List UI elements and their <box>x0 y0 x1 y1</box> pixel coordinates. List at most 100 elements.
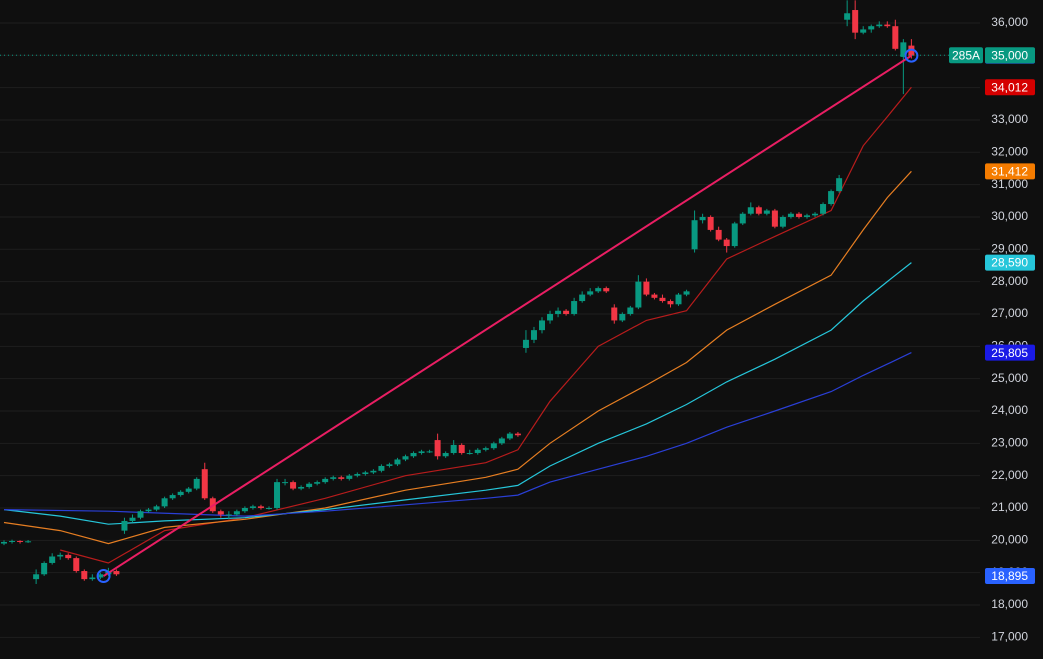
candle-body <box>779 216 786 227</box>
candle-body <box>707 216 714 230</box>
candle-body <box>314 482 321 484</box>
price-label: 18,895 <box>991 569 1028 583</box>
candle-body <box>386 464 393 466</box>
price-label-box <box>985 344 1035 361</box>
candle-body <box>715 229 722 240</box>
candle-body <box>836 178 843 192</box>
candle-body <box>450 444 457 454</box>
y-tick-label: 20,000 <box>991 533 1028 547</box>
candle-body <box>474 449 481 454</box>
y-tick-label: 31,000 <box>991 177 1028 191</box>
candle-body <box>771 210 778 227</box>
y-tick-label: 21,000 <box>991 500 1028 514</box>
candle-body <box>667 301 674 305</box>
candle-body <box>442 453 449 457</box>
moving-average <box>3 170 912 545</box>
candle-body <box>522 339 529 348</box>
tag-box <box>949 47 983 64</box>
candle-body <box>763 210 770 214</box>
candle-body <box>571 301 578 314</box>
candle-body <box>691 220 698 250</box>
y-tick-label: 30,000 <box>991 209 1028 223</box>
candle-body <box>89 577 96 580</box>
price-label-box <box>985 79 1035 96</box>
price-label: 35,000 <box>991 48 1028 62</box>
candle-body <box>876 24 883 27</box>
candle-body <box>290 482 297 489</box>
moving-average <box>3 352 912 517</box>
candle-body <box>498 438 505 444</box>
candle-body <box>860 29 867 33</box>
candle-body <box>25 541 32 543</box>
candle-body <box>426 451 433 453</box>
candle-body <box>97 574 104 578</box>
candle-body <box>65 554 72 559</box>
candle-body <box>619 313 626 321</box>
candle-body <box>394 459 401 465</box>
candle-body <box>900 42 907 57</box>
candle-body <box>418 451 425 454</box>
candle-body <box>274 482 281 508</box>
candle-body <box>482 448 489 450</box>
candle-body <box>298 486 305 489</box>
candle-body <box>804 215 810 217</box>
candle-body <box>73 558 80 572</box>
candle-body <box>338 477 345 479</box>
candle-body <box>844 13 851 20</box>
candle-body <box>81 571 88 580</box>
candle-body <box>354 474 361 476</box>
y-tick-label: 29,000 <box>991 241 1028 255</box>
candle-body <box>346 475 353 479</box>
candle-body <box>587 291 594 295</box>
candle-body <box>410 453 417 457</box>
candle-body <box>868 26 875 30</box>
candle-body <box>892 26 899 49</box>
price-label: 28,590 <box>991 256 1028 270</box>
y-tick-label: 32,000 <box>991 144 1028 158</box>
candle-body <box>530 330 537 340</box>
candle-body <box>169 495 176 499</box>
price-label: 34,012 <box>991 80 1028 94</box>
candle-body <box>795 213 802 217</box>
price-label: 25,805 <box>991 346 1028 360</box>
candle-body <box>466 453 473 455</box>
candle-body <box>739 213 746 224</box>
candle-body <box>659 297 666 302</box>
candle-body <box>603 288 610 292</box>
price-label: 31,412 <box>991 164 1028 178</box>
candle-body <box>306 483 313 487</box>
y-tick-label: 22,000 <box>991 468 1028 482</box>
candle-body <box>129 517 136 521</box>
candle-body <box>241 507 248 512</box>
candle-body <box>852 10 859 33</box>
candle-body <box>675 294 682 305</box>
candle-body <box>225 514 232 516</box>
candle-body <box>33 574 40 580</box>
candle-body <box>723 239 730 247</box>
candle-body <box>434 440 441 457</box>
candle-body <box>249 506 256 508</box>
candle-body <box>282 482 289 484</box>
candle-body <box>828 191 835 205</box>
candle-body <box>57 554 64 557</box>
candle-body <box>490 443 497 449</box>
candle-body <box>651 294 658 298</box>
candle-body <box>145 509 152 512</box>
trendline-anchor <box>96 569 111 584</box>
candle-body <box>137 511 144 518</box>
y-tick-label: 18,000 <box>991 597 1028 611</box>
candle-body <box>153 506 160 510</box>
candle-body <box>627 307 634 314</box>
candle-body <box>812 213 819 216</box>
y-tick-label: 23,000 <box>991 435 1028 449</box>
candle-body <box>555 310 562 314</box>
tag-text: 285A <box>952 48 980 62</box>
candle-body <box>820 204 827 214</box>
candle-body <box>121 520 128 531</box>
candle-body <box>547 313 554 321</box>
candle-body <box>683 291 690 295</box>
candle-body <box>265 507 272 509</box>
candle-body <box>563 310 570 314</box>
y-tick-label: 25,000 <box>991 371 1028 385</box>
